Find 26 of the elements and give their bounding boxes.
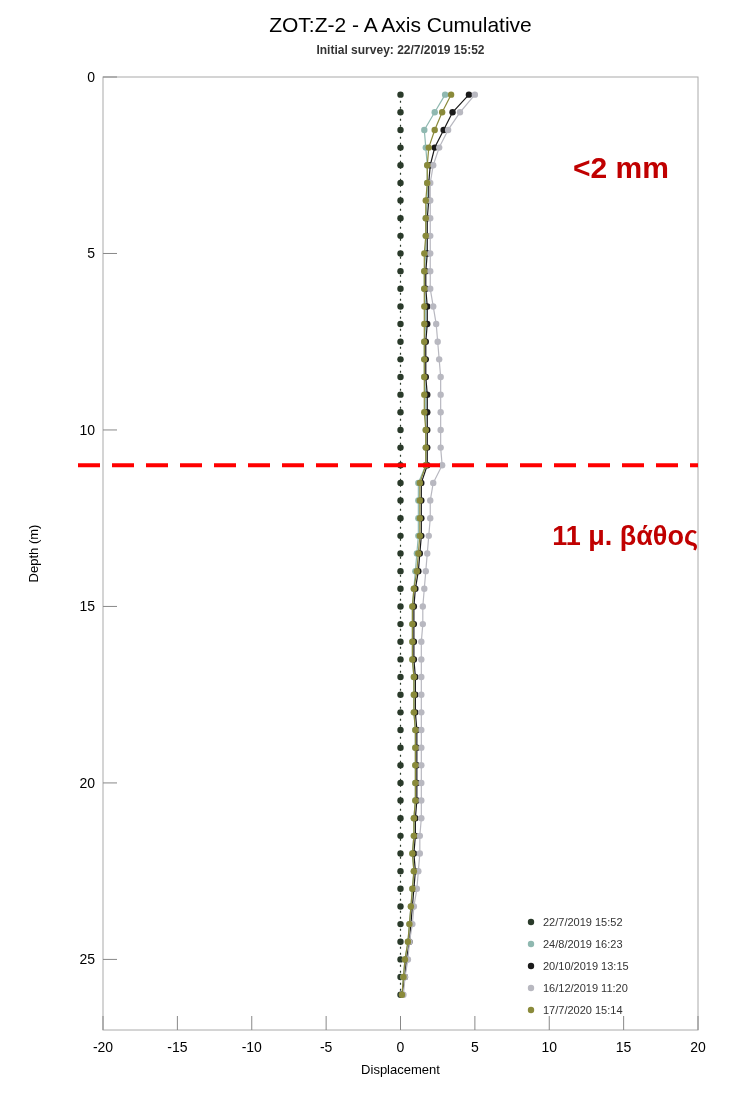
y-tick-label: 0 <box>87 69 96 85</box>
x-tick-label: -15 <box>167 1039 188 1055</box>
y-tick-label: 5 <box>87 245 96 262</box>
annotation: <2 mm <box>573 151 669 184</box>
legend-label: 24/8/2019 16:23 <box>543 938 623 950</box>
y-tick-label: 20 <box>79 774 96 791</box>
chart-title: ZOT:Z-2 - A Axis Cumulative <box>269 13 532 36</box>
legend-label: 17/7/2020 15:14 <box>543 1004 623 1016</box>
ref-line-label: 11 μ. βάθος <box>552 521 698 552</box>
chart-subtitle: Initial survey: 22/7/2019 15:52 <box>316 43 485 57</box>
x-tick-label: 20 <box>690 1039 706 1055</box>
x-tick-label: -20 <box>92 1039 114 1055</box>
x-tick-label: -10 <box>241 1039 263 1055</box>
x-tick-label: 0 <box>396 1039 405 1055</box>
x-axis-title: Displacement <box>361 1062 441 1077</box>
y-tick-label: 25 <box>79 951 96 968</box>
legend-label: 22/7/2019 15:52 <box>543 916 623 928</box>
y-axis-title: Depth (m) <box>26 524 41 583</box>
y-tick-label: 10 <box>79 421 96 438</box>
legend-label: 20/10/2019 13:15 <box>543 960 629 972</box>
y-tick-label: 15 <box>79 598 96 615</box>
legend-label: 16/12/2019 11:20 <box>543 982 628 994</box>
x-tick-label: 10 <box>541 1039 558 1055</box>
x-tick-label: -5 <box>319 1039 333 1055</box>
x-tick-label: 5 <box>470 1039 479 1055</box>
x-tick-label: 15 <box>615 1039 632 1055</box>
